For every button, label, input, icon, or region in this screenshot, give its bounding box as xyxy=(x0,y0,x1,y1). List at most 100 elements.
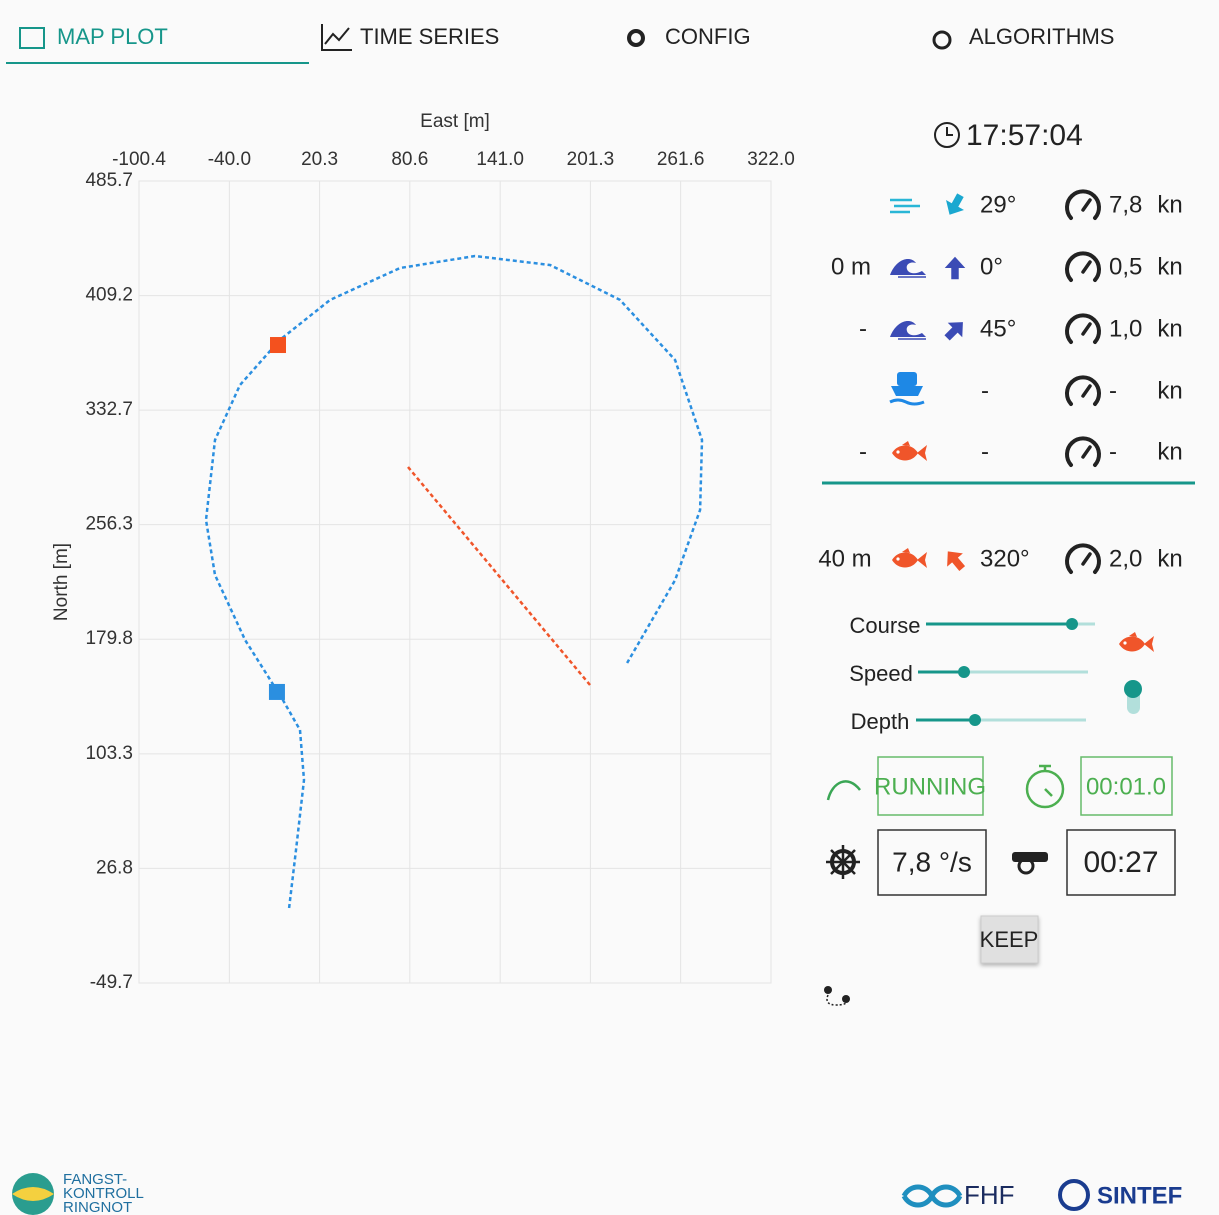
y-tick-label: 26.8 xyxy=(96,857,133,878)
status: RUNNING xyxy=(874,773,986,800)
track-line xyxy=(407,466,592,686)
y-axis-label: North [m] xyxy=(51,543,72,621)
x-tick-label: 261.6 xyxy=(657,149,705,170)
timer-hand xyxy=(1039,764,1053,797)
sintef-text: SINTEF xyxy=(1097,1182,1182,1209)
x-tick-label: 141.0 xyxy=(476,149,524,170)
vessel-direction: - xyxy=(981,377,989,404)
timeseries-icon xyxy=(321,24,352,51)
speed-unit: kn xyxy=(1157,438,1182,465)
vessel-speed: - xyxy=(1109,377,1117,404)
gauge-icon xyxy=(1065,375,1101,406)
position-marker xyxy=(269,337,286,354)
clock-icon xyxy=(934,122,960,148)
fish-icon xyxy=(892,548,927,568)
current-speed: 1,0 xyxy=(1109,315,1142,342)
x-tick-label: 322.0 xyxy=(747,149,795,170)
wind-arrow xyxy=(940,190,970,220)
fhf-text: FHF xyxy=(964,1180,1015,1210)
fish-icon xyxy=(892,441,927,461)
slider-label: Depth xyxy=(851,709,910,734)
y-tick-label: 179.8 xyxy=(85,628,133,649)
config-icon xyxy=(627,29,645,47)
slider-thumb[interactable] xyxy=(958,666,970,678)
tab-algorithms[interactable]: ALGORITHMS xyxy=(969,24,1114,49)
map-plot: East [m] North [m] -100.4 -40.0 20.3 80.6 14… xyxy=(51,111,795,993)
y-tick-label: 103.3 xyxy=(85,743,133,764)
algorithm-icon xyxy=(826,780,861,801)
elapsed-box xyxy=(1080,756,1173,816)
slider-thumb[interactable] xyxy=(1066,618,1078,630)
current-arrow xyxy=(944,256,966,280)
status-panel: 17:57:04 29° 7,8 kn 0 m 0° 0,5 kn - 45° … xyxy=(818,119,1195,1006)
keep-button[interactable] xyxy=(980,915,1039,964)
speed-unit: kn xyxy=(1157,545,1182,572)
track-line xyxy=(204,254,704,909)
gauge-icon xyxy=(1065,543,1101,574)
slider-thumb[interactable] xyxy=(969,714,981,726)
y-tick-label: -49.7 xyxy=(90,972,133,993)
speed-unit: kn xyxy=(1157,377,1182,404)
current-icon xyxy=(889,258,927,278)
y-tick-label: 256.3 xyxy=(85,514,133,535)
sintef-logo xyxy=(1058,1179,1090,1211)
wind-speed: 7,8 xyxy=(1109,191,1142,218)
fish-depth: - xyxy=(859,438,867,465)
tab-map-plot[interactable]: MAP PLOT xyxy=(57,24,168,49)
vessel-icon xyxy=(889,372,925,406)
target-depth: 40 m xyxy=(818,545,871,572)
x-tick-label: -40.0 xyxy=(208,149,251,170)
fangst-logo-band xyxy=(12,1187,54,1201)
route-icon xyxy=(824,986,850,1006)
slider-label: Speed xyxy=(849,661,913,686)
y-tick-label: 332.7 xyxy=(85,399,133,420)
countdown-box xyxy=(1066,829,1176,896)
fish-speed: - xyxy=(1109,438,1117,465)
current-depth: 0 m xyxy=(831,253,871,280)
current-direction: 45° xyxy=(980,315,1016,342)
wind-icon xyxy=(890,198,920,214)
speed-unit: kn xyxy=(1157,191,1182,218)
speed-unit: kn xyxy=(1157,315,1182,342)
fish-icon xyxy=(1119,632,1154,652)
gauge-icon xyxy=(1065,313,1101,344)
current-arrow xyxy=(939,314,971,346)
current-speed: 0,5 xyxy=(1109,253,1142,280)
x-tick-label: 201.3 xyxy=(567,149,615,170)
current-depth: - xyxy=(859,315,867,342)
x-axis-label: East [m] xyxy=(420,111,490,132)
logo-text: KONTROLL xyxy=(63,1185,144,1202)
y-tick-label: 409.2 xyxy=(85,285,133,306)
status-box xyxy=(877,756,984,816)
target-direction: 320° xyxy=(980,545,1030,572)
turn-rate: 7,8 °/s xyxy=(892,846,972,877)
current-direction: 0° xyxy=(980,253,1003,280)
fhf-logo xyxy=(901,1184,963,1208)
toggle-thumb[interactable] xyxy=(1124,680,1142,698)
logo-text: FANGST- xyxy=(63,1171,127,1188)
tab-bar: MAP PLOT TIME SERIES CONFIG ALGORITHMS xyxy=(6,24,1114,64)
turn-rate-box xyxy=(877,829,987,896)
gauge-icon xyxy=(1065,189,1101,220)
elapsed: 00:01.0 xyxy=(1086,773,1166,800)
slider-label: Course xyxy=(850,613,921,638)
countdown: 00:27 xyxy=(1083,846,1158,879)
tab-time-series[interactable]: TIME SERIES xyxy=(360,24,499,49)
x-tick-label: 80.6 xyxy=(391,149,428,170)
speed-unit: kn xyxy=(1157,253,1182,280)
tab-config[interactable]: CONFIG xyxy=(665,24,751,49)
x-tick-label: 20.3 xyxy=(301,149,338,170)
keep-button-label[interactable]: KEEP xyxy=(980,927,1039,952)
plot-frame xyxy=(138,180,772,984)
wind-direction: 29° xyxy=(980,191,1016,218)
target-speed: 2,0 xyxy=(1109,545,1142,572)
target-arrow xyxy=(939,544,971,576)
current-icon xyxy=(889,320,927,340)
logo-text: RINGNOT xyxy=(63,1199,132,1215)
map-icon xyxy=(19,27,45,49)
position-marker xyxy=(268,683,285,700)
y-tick-label: 485.7 xyxy=(85,170,133,191)
footer-logos: FANGST- KONTROLL RINGNOT FHF SINTEF xyxy=(12,1171,1182,1215)
gauge-icon xyxy=(1065,251,1101,282)
